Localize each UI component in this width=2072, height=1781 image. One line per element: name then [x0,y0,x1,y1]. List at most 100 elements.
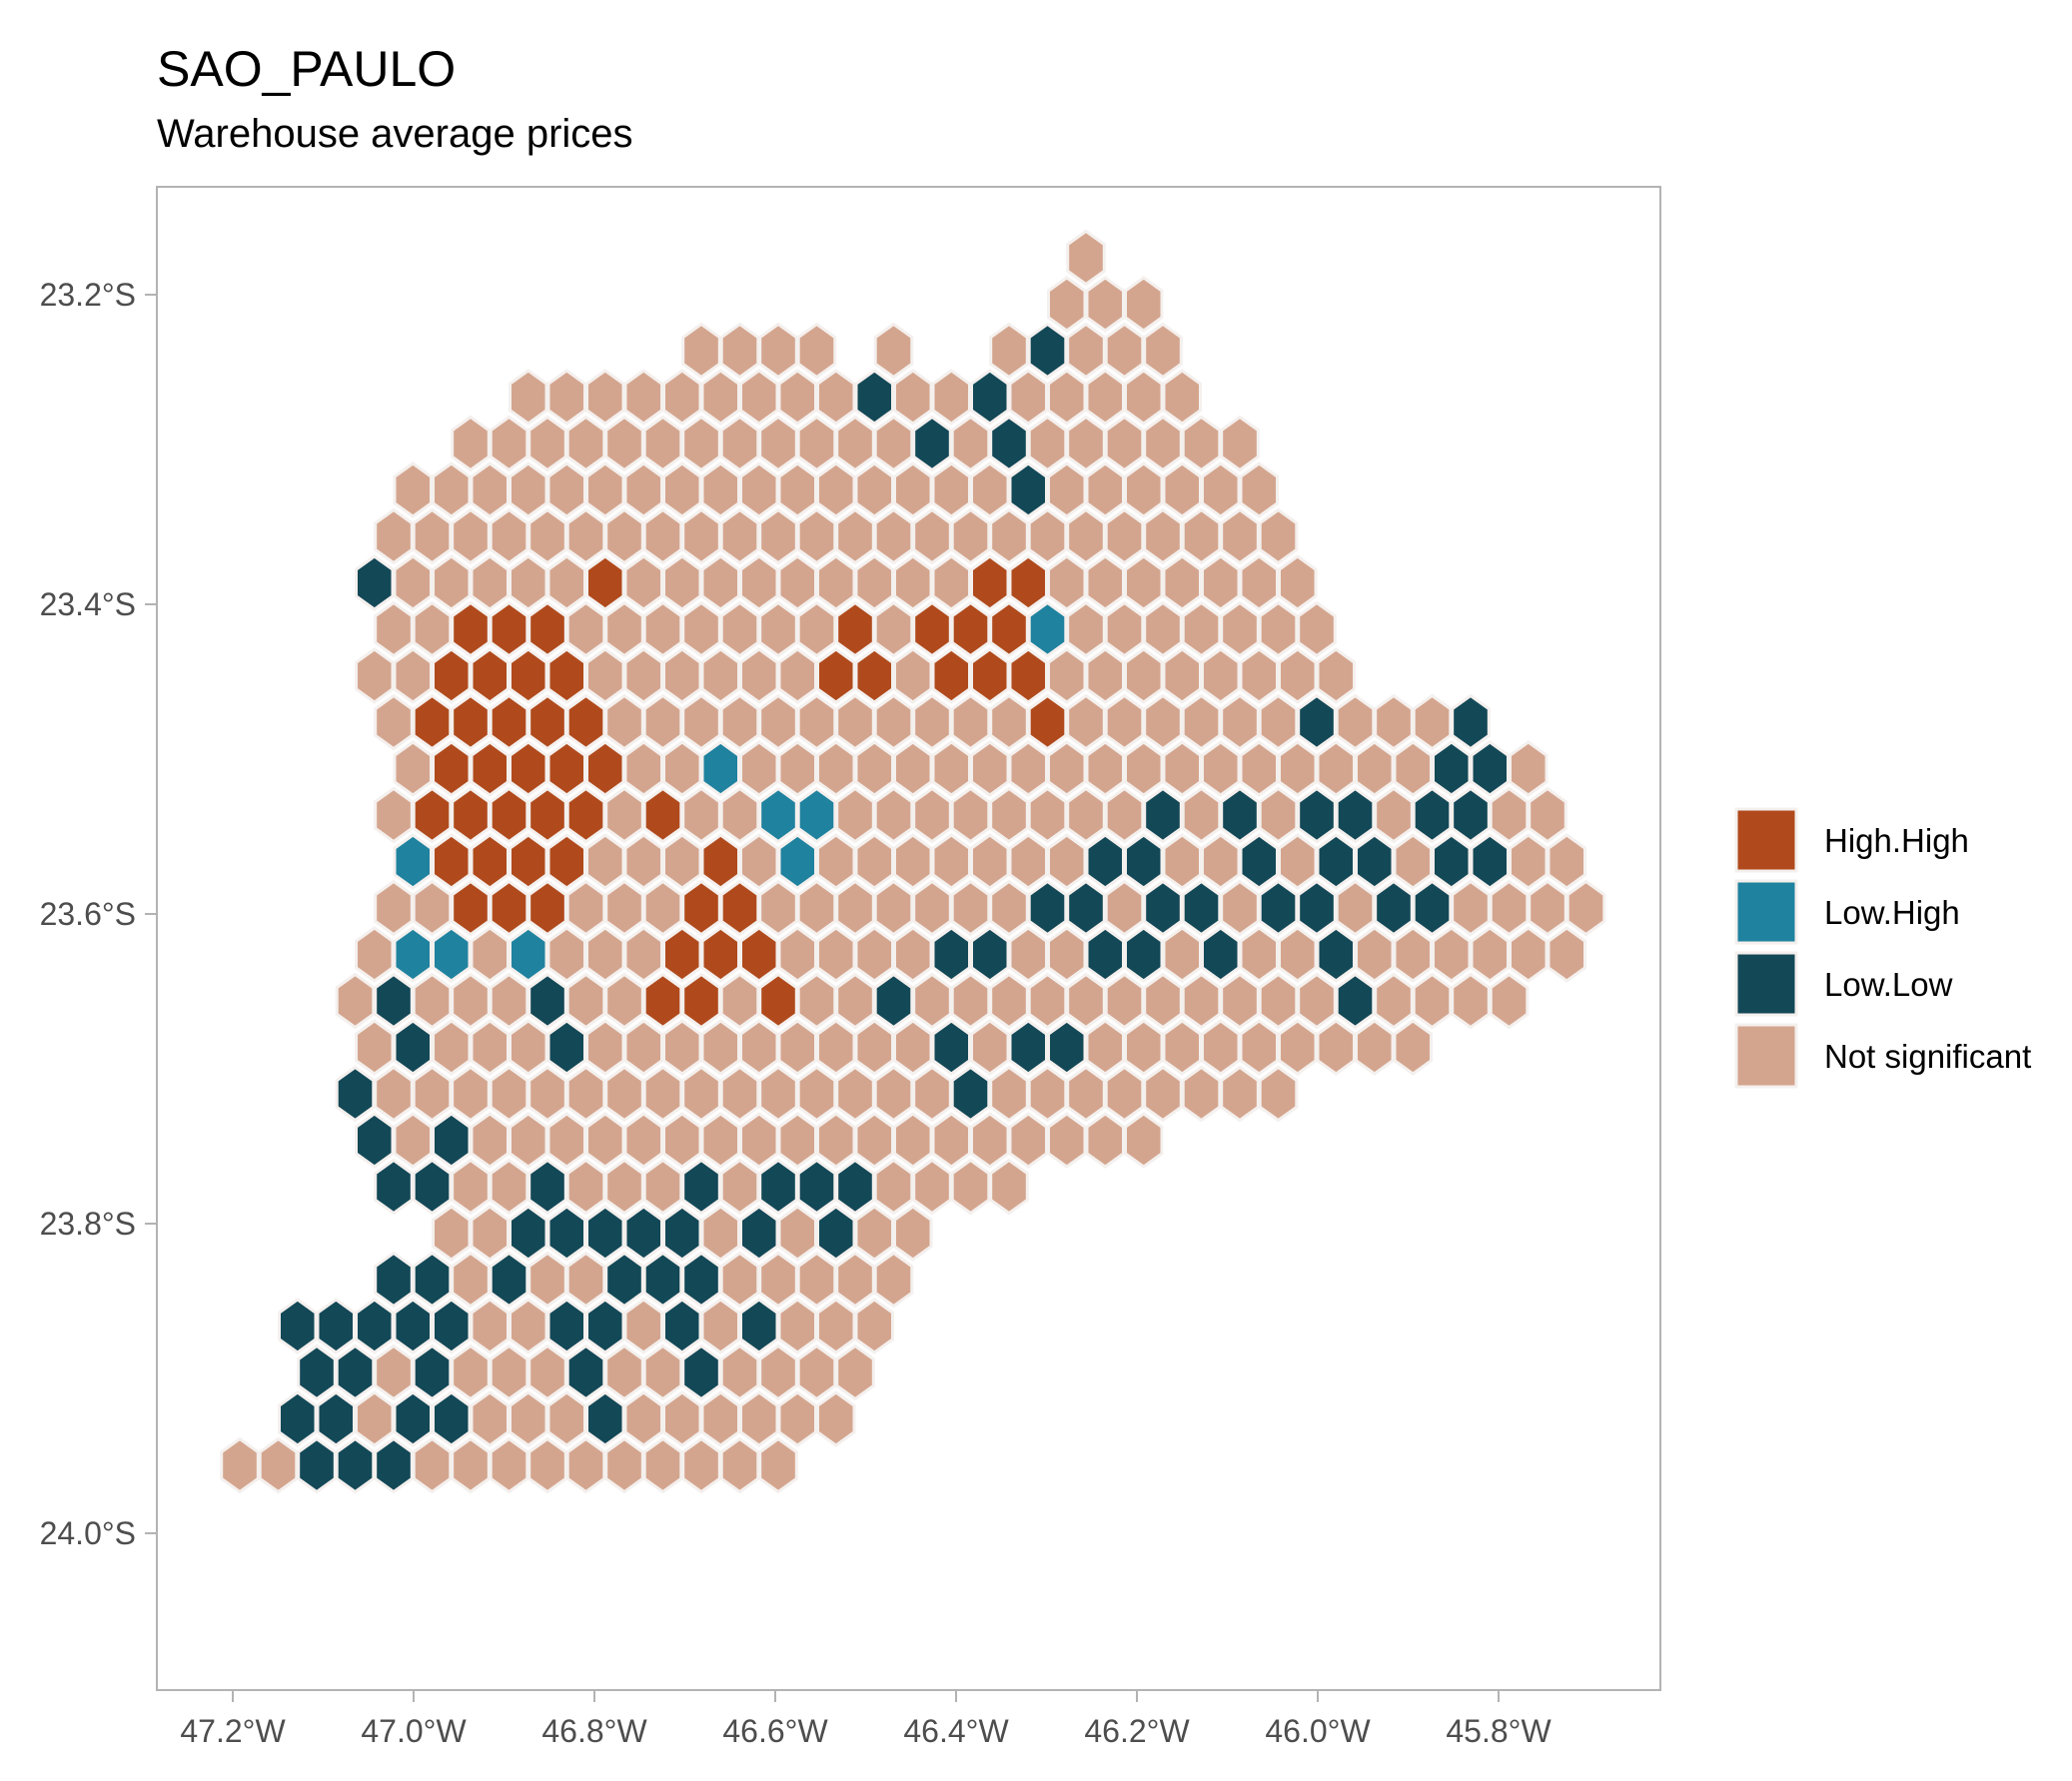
hex-not-significant [509,1019,548,1076]
hex-low-low [355,1112,395,1169]
hex-not-significant [739,647,779,704]
hex-not-significant [623,1298,663,1354]
hex-not-significant [527,415,567,472]
hex-not-significant [796,879,837,937]
hex-low-low [1432,740,1472,797]
hex-not-significant [835,1251,875,1309]
map-subtitle: Warehouse average prices [157,112,633,156]
hex-high-high [489,879,529,937]
hex-not-significant [1124,1019,1164,1076]
hex-not-significant [1047,276,1087,333]
hex-not-significant [393,647,433,704]
hex-low-low [509,1205,548,1262]
hex-not-significant [758,507,798,565]
hex-low-low [355,1298,395,1354]
hex-low-low [662,1205,702,1262]
hex-low-low [1297,879,1337,937]
hex-not-significant [816,1390,856,1447]
hex-not-significant [681,1436,721,1494]
hex-not-significant [1412,693,1453,751]
hex-not-significant [1162,740,1202,797]
hex-not-significant [719,1158,760,1216]
hex-high-high [470,833,510,890]
hex-not-significant [1066,600,1106,658]
hex-low-low [1258,879,1299,937]
hex-low-low [1008,461,1048,518]
hex-low-low [642,1251,683,1309]
hex-low-low [432,1112,472,1169]
hex-not-significant [585,369,625,426]
hex-not-significant [1201,647,1241,704]
hex-low-high [1027,600,1068,658]
hex-not-significant [623,647,663,704]
hex-low-low [989,415,1029,472]
hex-not-significant [489,415,529,472]
hex-not-significant [1489,786,1530,844]
y-tick-label: 23.2°S [40,277,136,313]
hex-not-significant [1104,879,1145,937]
hex-not-significant [1509,833,1549,890]
hex-not-significant [1297,972,1337,1030]
hex-low-high [393,833,433,890]
hex-high-high [950,600,991,658]
hex-low-low [393,1298,433,1354]
hex-high-high [681,972,721,1030]
hex-not-significant [777,554,817,611]
hex-not-significant [1278,740,1318,797]
x-tick-label: 46.6°W [722,1713,828,1749]
hex-low-low [1470,740,1510,797]
hex-not-significant [355,1019,395,1076]
hex-low-low [912,415,952,472]
hex-not-significant [758,600,798,658]
hex-not-significant [1393,1019,1433,1076]
hex-not-significant [1008,740,1048,797]
hex-not-significant [451,972,491,1030]
hex-not-significant [873,879,914,937]
hex-not-significant [374,1343,414,1401]
hex-not-significant [777,1112,817,1169]
hex-low-low [1355,833,1395,890]
hex-not-significant [393,554,433,611]
hex-not-significant [777,1205,817,1262]
hex-not-significant [739,554,779,611]
hex-not-significant [1258,507,1299,565]
hex-not-significant [393,1112,433,1169]
hex-not-significant [1124,740,1164,797]
hex-not-significant [854,1298,894,1354]
hex-not-significant [623,461,663,518]
hex-not-significant [509,1390,548,1447]
hex-not-significant [623,833,663,890]
hex-low-low [374,972,414,1030]
hex-not-significant [1181,693,1222,751]
hex-not-significant [719,693,760,751]
hex-not-significant [719,415,760,472]
hex-not-significant [796,693,837,751]
hex-high-high [700,833,740,890]
hex-not-significant [700,1390,740,1447]
hex-not-significant [642,600,683,658]
hex-not-significant [835,507,875,565]
hex-not-significant [854,461,894,518]
hex-low-low [873,972,914,1030]
hex-not-significant [719,786,760,844]
hex-not-significant [432,461,472,518]
hex-low-low [585,1205,625,1262]
hex-not-significant [1104,786,1145,844]
hex-not-significant [1027,786,1068,844]
hex-not-significant [1374,972,1414,1030]
hex-not-significant [873,1065,914,1123]
hex-not-significant [662,740,702,797]
hex-not-significant [1066,693,1106,751]
map-title: SAO_PAULO [157,41,457,97]
hex-not-significant [1335,693,1376,751]
hex-not-significant [777,369,817,426]
hex-low-low [316,1298,356,1354]
hex-not-significant [1104,322,1145,380]
hex-low-low [1239,833,1279,890]
hex-not-significant [470,926,510,983]
hex-low-low [950,1065,991,1123]
hex-not-significant [1085,1019,1125,1076]
hex-low-low [527,1158,567,1216]
hex-not-significant [1489,972,1530,1030]
hex-high-high [432,647,472,704]
